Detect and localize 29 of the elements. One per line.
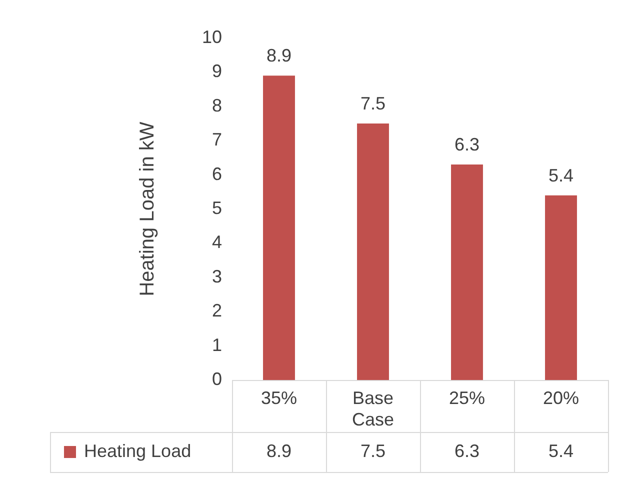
y-tick-label: 0 (212, 368, 222, 389)
y-tick-label: 5 (212, 198, 222, 218)
text: 8.9 (266, 440, 292, 461)
y-tick-label: 3 (212, 266, 222, 286)
x-tick-label: 20% (542, 388, 580, 408)
y-tick-label: 2 (212, 300, 222, 321)
data-label: 7.5 (360, 93, 386, 114)
bar (451, 164, 483, 380)
legend-label: Heating Load (84, 440, 192, 461)
y-tick-label: 6 (212, 164, 222, 184)
bar (545, 195, 577, 380)
y-tick-label: 10 (202, 26, 222, 47)
data-label: 8.9 (266, 46, 292, 66)
data-label: 6.3 (454, 134, 480, 155)
y-tick-label: 4 (212, 232, 222, 252)
y-tick-label: 9 (212, 61, 222, 82)
text: 6.3 (454, 440, 480, 461)
y-tick-label: 7 (212, 130, 222, 150)
x-tick-label: 25% (448, 388, 486, 408)
y-tick-label: 1 (212, 334, 222, 355)
y-tick-label: 8 (212, 95, 222, 116)
x-tick-label: 35% (260, 388, 298, 408)
y-axis-title: Heating Load in kW (136, 122, 159, 296)
text: 5.4 (548, 440, 574, 461)
x-tick-label: Base Case (352, 388, 394, 430)
data-label: 5.4 (548, 165, 574, 186)
text: 7.5 (360, 440, 386, 461)
bar (263, 76, 295, 380)
bar (357, 124, 389, 380)
